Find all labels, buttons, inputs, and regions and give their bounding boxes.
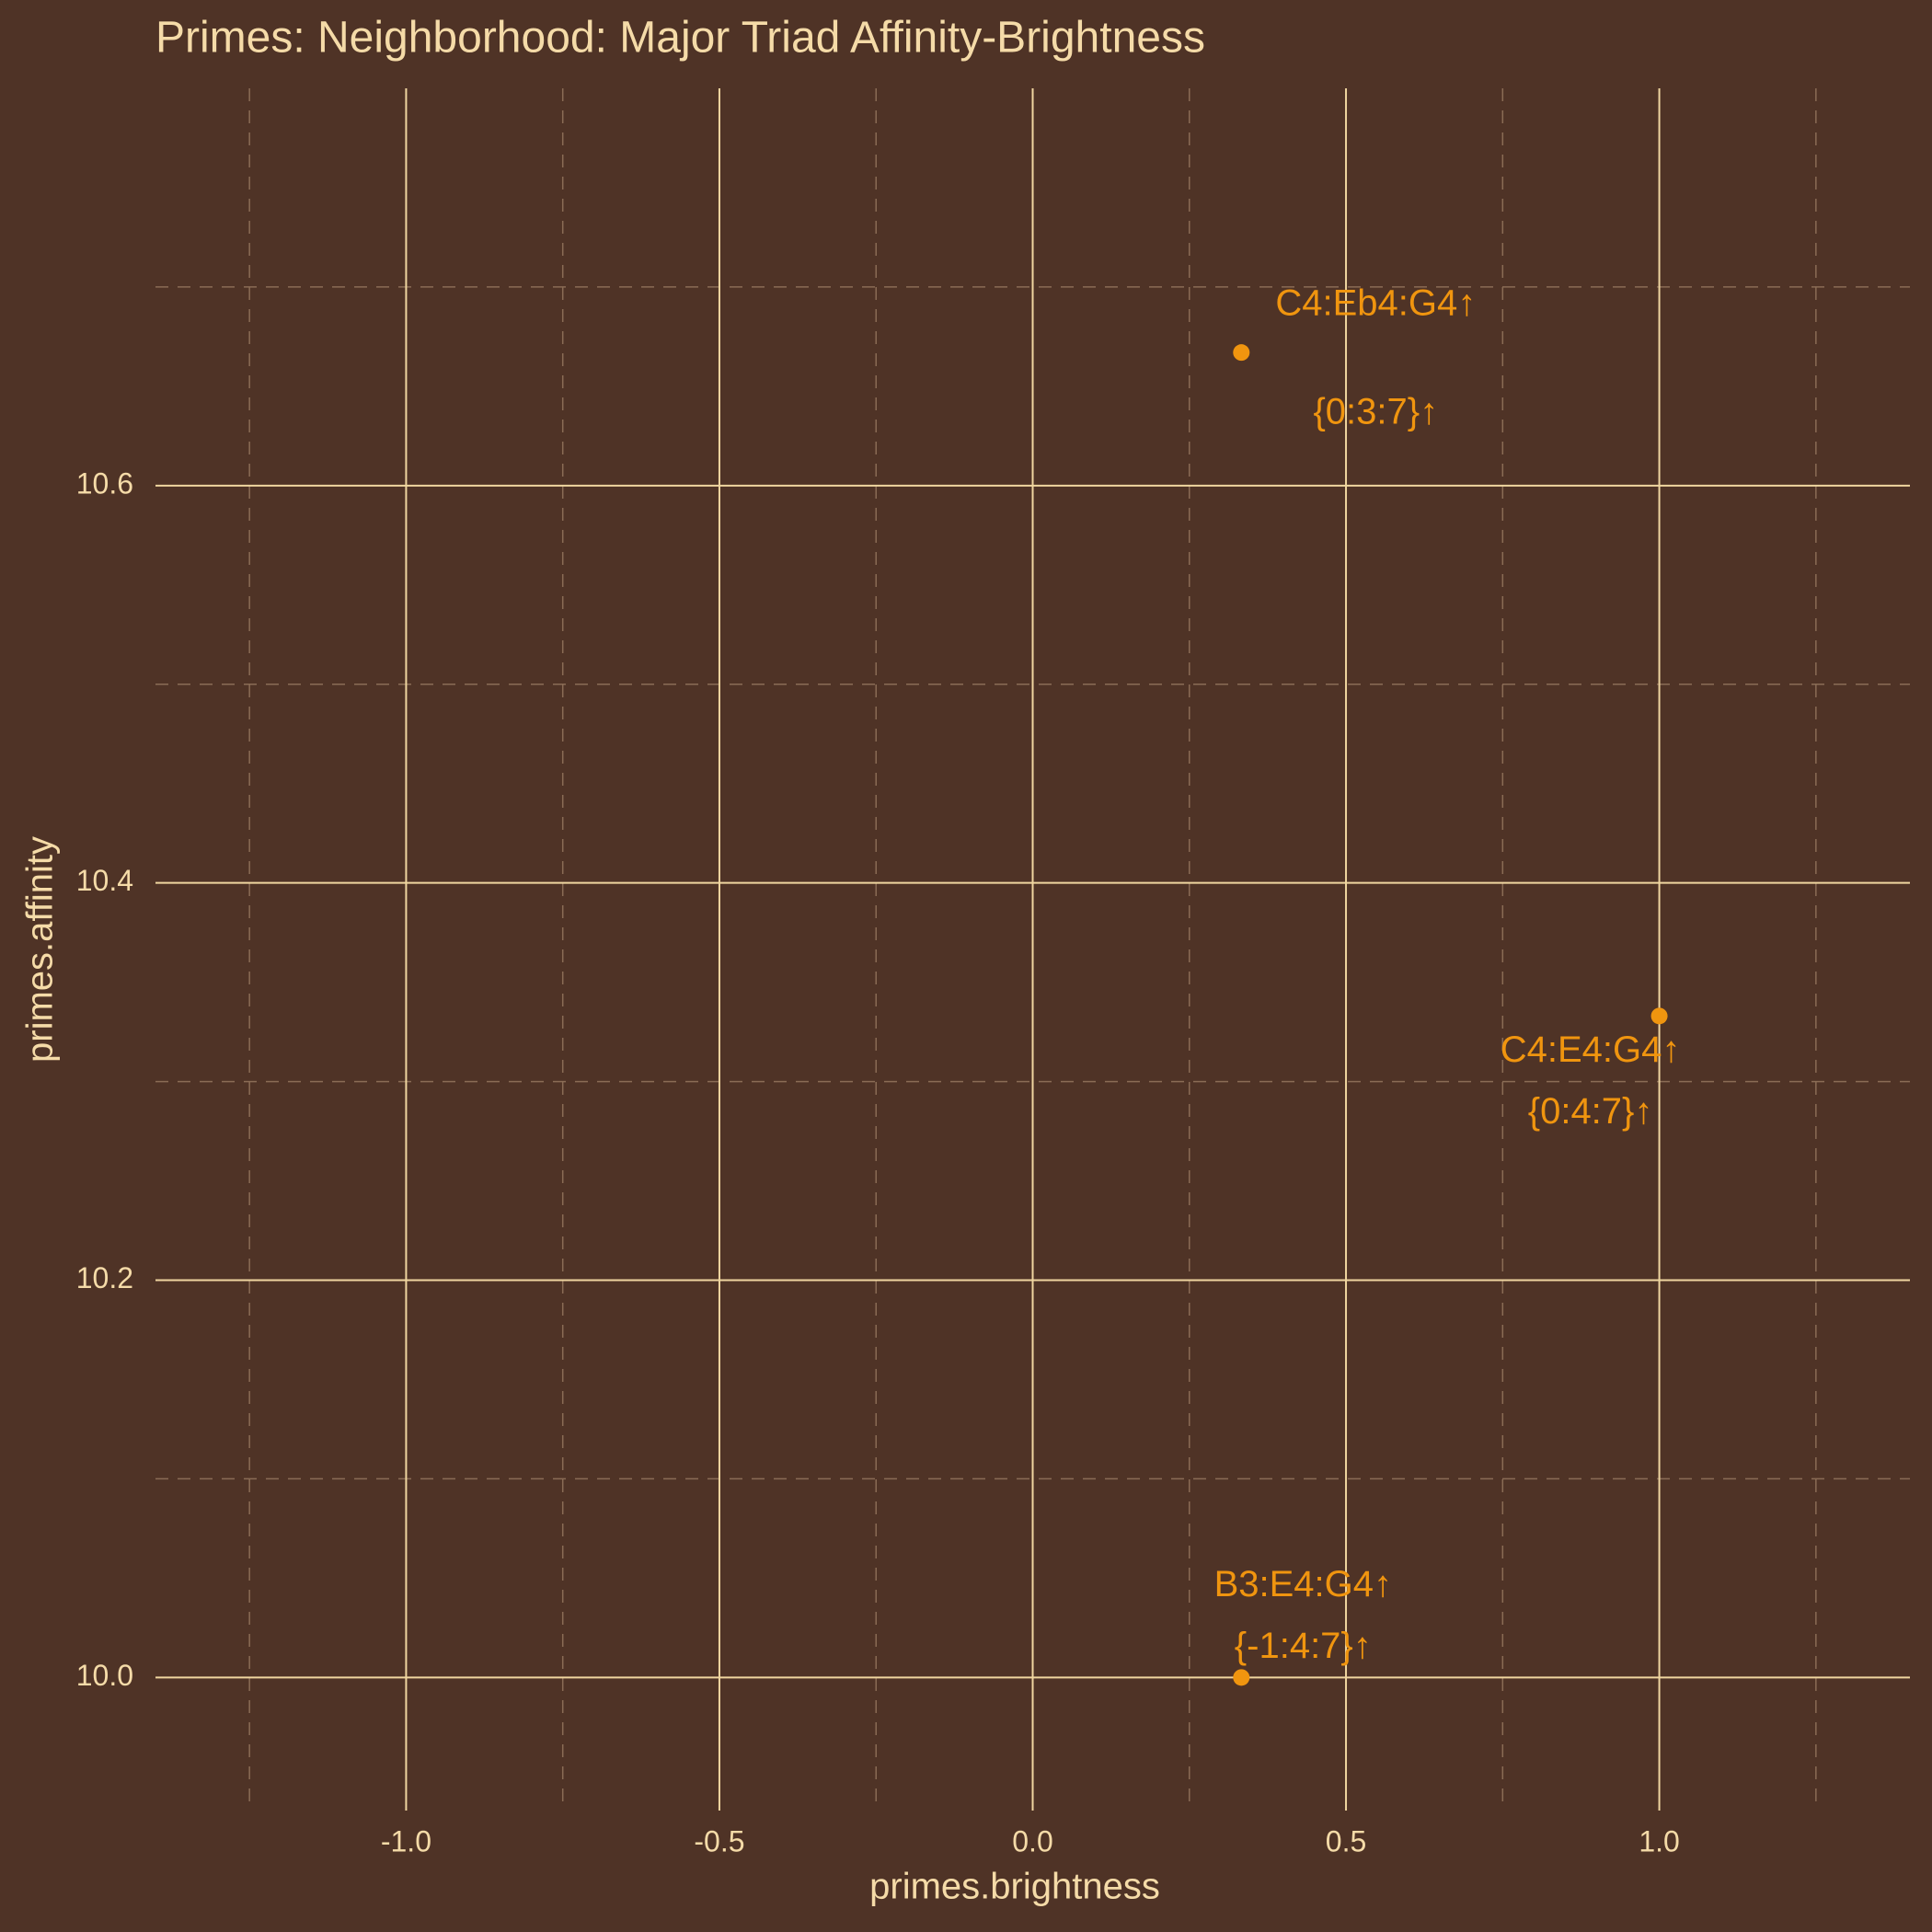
x-tick-label: 1.0	[1639, 1824, 1679, 1857]
y-tick-label: 10.6	[76, 466, 133, 500]
chart-title: Primes: Neighborhood: Major Triad Affini…	[155, 14, 1205, 63]
point-sublabel: {0:4:7}↑	[1528, 1091, 1653, 1132]
point-label: B3:E4:G4↑	[1214, 1564, 1392, 1604]
point	[1650, 1007, 1668, 1025]
x-tick-label: -0.5	[694, 1824, 744, 1857]
y-tick-label: 10.2	[76, 1261, 133, 1294]
x-tick-label: 0.5	[1326, 1824, 1366, 1857]
y-tick-label: 10.0	[76, 1659, 133, 1692]
y-axis-title: primes.affinity	[20, 836, 61, 1063]
x-tick-label: 0.0	[1012, 1824, 1052, 1857]
point-sublabel: {-1:4:7}↑	[1235, 1626, 1372, 1666]
x-tick-label: -1.0	[381, 1824, 431, 1857]
grid	[155, 88, 1910, 1811]
y-tick-label: 10.4	[76, 864, 133, 897]
x-axis-title: primes.brightness	[869, 1867, 1160, 1907]
point	[1233, 344, 1250, 362]
point-label: C4:Eb4:G4↑	[1275, 283, 1476, 324]
point-label: C4:E4:G4↑	[1501, 1029, 1681, 1070]
point-sublabel: {0:3:7}↑	[1313, 392, 1438, 432]
point	[1233, 1669, 1250, 1686]
